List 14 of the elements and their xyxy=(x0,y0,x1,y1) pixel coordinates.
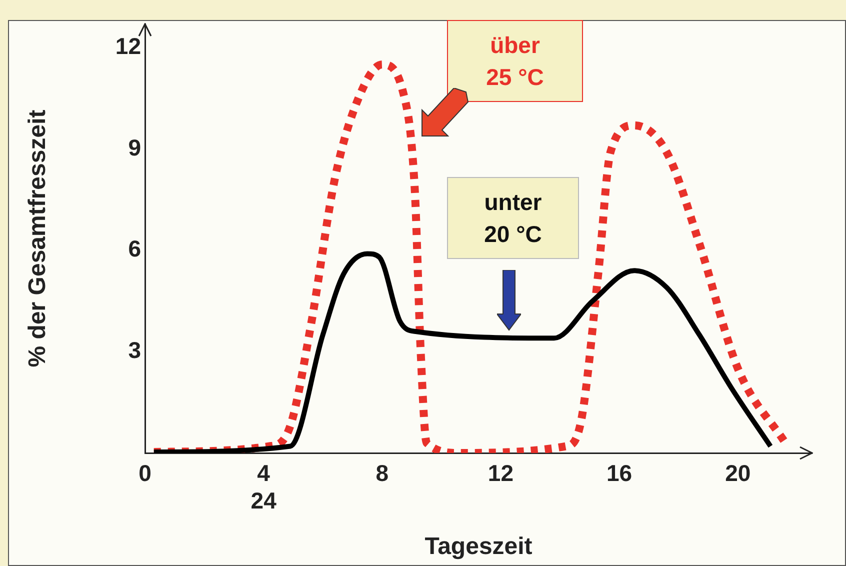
x-tick-label: 12 xyxy=(488,460,514,486)
x-tick-label: 16 xyxy=(606,460,632,486)
y-axis-title: % der Gesamtfresszeit xyxy=(24,110,52,368)
y-tick-label: 6 xyxy=(128,236,141,262)
y-tick-label: 9 xyxy=(128,134,141,160)
x-tick-label: 4 24 xyxy=(250,460,277,514)
x-tick-label: 0 xyxy=(138,460,152,486)
y-tick-label: 12 xyxy=(115,32,141,59)
x-tick-label: 20 xyxy=(725,460,751,486)
callout-box: über 25 °C xyxy=(447,20,583,102)
callout-box: unter 20 °C xyxy=(447,177,579,259)
y-tick-label: 3 xyxy=(128,337,141,364)
x-axis-title: Tageszeit xyxy=(424,533,532,560)
x-tick-label: 8 xyxy=(376,460,389,486)
